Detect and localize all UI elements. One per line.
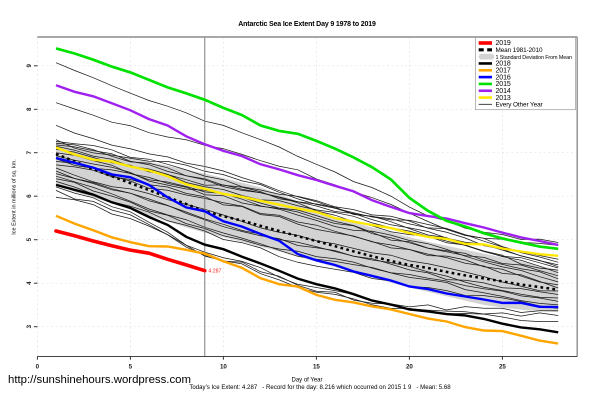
svg-text:Today's Ice Extent: 4.287 -: Today's Ice Extent: 4.287 - Record for t… (189, 384, 451, 391)
svg-text:25: 25 (499, 364, 506, 371)
svg-text:2014: 2014 (496, 88, 511, 95)
svg-text:10: 10 (220, 364, 227, 371)
svg-text:8: 8 (26, 107, 33, 111)
svg-text:http://sunshinehours.wordpress: http://sunshinehours.wordpress.com (8, 374, 191, 386)
svg-text:1 Standard Deviation From Mean: 1 Standard Deviation From Mean (496, 55, 573, 61)
svg-text:2017: 2017 (496, 67, 511, 74)
svg-text:3: 3 (26, 324, 33, 328)
svg-text:Ice Extent in millions of sq.: Ice Extent in millions of sq. km. (12, 159, 18, 235)
svg-text:6: 6 (26, 194, 33, 198)
svg-text:20: 20 (406, 364, 413, 371)
svg-text:Every Other Year: Every Other Year (496, 102, 544, 109)
svg-text:4: 4 (26, 281, 33, 285)
svg-text:2013: 2013 (496, 95, 511, 102)
svg-text:4.287: 4.287 (208, 269, 221, 275)
svg-text:Mean 1981-2010: Mean 1981-2010 (496, 47, 543, 54)
svg-text:2018: 2018 (496, 61, 511, 68)
svg-text:9: 9 (26, 64, 33, 68)
svg-text:0: 0 (36, 364, 40, 371)
svg-text:5: 5 (129, 364, 133, 371)
svg-text:15: 15 (313, 364, 320, 371)
svg-text:7: 7 (26, 150, 33, 154)
svg-text:5: 5 (26, 237, 33, 241)
svg-text:2016: 2016 (496, 74, 511, 81)
svg-text:2019: 2019 (496, 40, 511, 47)
svg-text:Antarctic Sea Ice Extent Day 9: Antarctic Sea Ice Extent Day 9 1978 to 2… (238, 21, 376, 28)
svg-text:2015: 2015 (496, 81, 511, 88)
svg-text:Day of Year: Day of Year (291, 378, 322, 384)
